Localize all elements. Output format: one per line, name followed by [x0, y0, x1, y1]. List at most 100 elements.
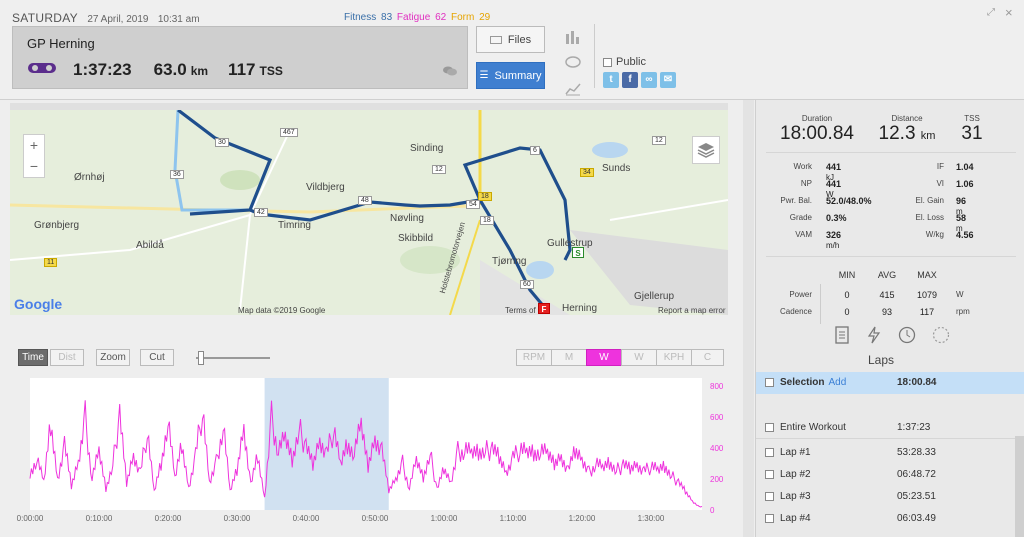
distance-axis-button[interactable]: Dist [50, 349, 84, 366]
zoom-out-button[interactable]: − [29, 158, 39, 174]
metric-label: VI [936, 179, 944, 188]
line-chart-icon[interactable] [562, 76, 584, 102]
workout-name[interactable]: GP Herning [27, 36, 95, 51]
lap-checkbox[interactable] [765, 448, 774, 457]
distance-unit: km [190, 64, 209, 78]
lap-selection-row[interactable]: Selection Add 18:00.84 [756, 372, 1024, 394]
power-chart[interactable]: 0:00:00 0:10:00 0:20:00 0:30:00 0:40:00 0:50:… [0, 372, 745, 537]
distance-unit: km [920, 130, 936, 142]
link-icon[interactable]: ∞ [641, 72, 657, 88]
form-label: Form [450, 12, 475, 23]
map-layers-button[interactable] [692, 136, 720, 164]
lap-checkbox[interactable] [765, 492, 774, 501]
distance-label: Distance [891, 114, 923, 123]
chart-selection[interactable] [264, 378, 389, 510]
map-label-gronbjerg: Grønbjerg [34, 220, 80, 231]
add-lap-link[interactable]: Add [828, 377, 847, 388]
summary-icon: ☰ [479, 70, 489, 81]
finish-marker[interactable]: F [538, 303, 550, 314]
road-marker: 42 [254, 208, 268, 217]
email-icon[interactable]: ✉ [660, 72, 676, 88]
minmax-min: 0 [844, 290, 850, 300]
summary-button[interactable]: ☰ Summary [476, 62, 545, 89]
map-label-ornhoj: Ørnhøj [74, 172, 105, 183]
right-scrollbar[interactable] [1015, 436, 1024, 537]
twitter-icon[interactable]: t [603, 72, 619, 88]
files-label: Files [507, 33, 532, 46]
minmax-label: Power [789, 290, 812, 299]
metric-kph-button[interactable]: KPH [656, 349, 692, 366]
facebook-icon[interactable]: f [622, 72, 638, 88]
metric-w-button[interactable]: W [586, 349, 622, 366]
duration-label: Duration [801, 114, 833, 123]
left-scrollbar[interactable] [743, 100, 754, 537]
map-zoom-control: + − [23, 134, 45, 178]
workout-title-box[interactable]: GP Herning 1:37:23 63.0 km 117 TSS [12, 26, 468, 89]
speech-bubble-icon[interactable] [562, 50, 584, 76]
metric-rpm-button[interactable]: RPM [516, 349, 552, 366]
map-attribution: Map data ©2019 Google [238, 306, 326, 315]
map-label-sunds: Sunds [602, 163, 631, 174]
time-axis-button[interactable]: Time [18, 349, 48, 366]
zoom-button[interactable]: Zoom [96, 349, 130, 366]
clock-icon[interactable] [898, 326, 916, 344]
public-label: Public [616, 56, 646, 68]
lap-row[interactable]: Lap #2 06:48.72 [756, 464, 1024, 486]
close-icon[interactable]: × [1005, 5, 1013, 20]
entire-workout-row[interactable]: Entire Workout 1:37:23 [756, 417, 1024, 439]
lightning-icon[interactable] [866, 326, 882, 344]
lap-row[interactable]: Lap #1 53:28.33 [756, 442, 1024, 464]
map-label-timring: Timring [278, 220, 311, 231]
lap-time: 05:23.51 [897, 491, 936, 502]
lap-checkbox[interactable] [765, 514, 774, 523]
tss-unit: TSS [259, 64, 283, 78]
road-marker: 60 [520, 280, 534, 289]
workout-duration: 1:37:23 [73, 60, 132, 79]
public-toggle[interactable]: Public [603, 56, 646, 68]
y-axis: 800 600 400 200 0 [710, 382, 724, 515]
chart-slider-handle[interactable] [198, 351, 204, 365]
metric-w-balance-button[interactable]: W [621, 349, 657, 366]
fitness-summary: Fitness 83 Fatigue 62 Form 29 [344, 12, 492, 23]
cut-button[interactable]: Cut [140, 349, 174, 366]
selection-checkbox[interactable] [765, 378, 774, 387]
lap-name: Lap #4 [780, 513, 811, 524]
report-map-error-link[interactable]: Report a map error [658, 306, 726, 315]
minmax-avg: 415 [879, 290, 895, 300]
fatigue-label: Fatigue [396, 12, 431, 23]
lap-checkbox[interactable] [765, 470, 774, 479]
bar-chart-icon[interactable] [562, 24, 584, 50]
map-label-gullestrup: Gullestrup [547, 238, 593, 249]
comments-icon[interactable] [443, 66, 457, 76]
zoom-in-button[interactable]: + [29, 137, 39, 153]
entire-workout-checkbox[interactable] [765, 423, 774, 432]
expand-icon[interactable]: ⤢ [987, 7, 995, 18]
tss-label: TSS [964, 114, 980, 123]
lap-name: Lap #1 [780, 447, 811, 458]
workout-header: SATURDAY 27 April, 2019 10:31 am Fitness… [0, 0, 1024, 100]
lap-row[interactable]: Lap #3 05:23.51 [756, 486, 1024, 508]
chart-slider-track[interactable] [196, 357, 270, 359]
minmax-max: 117 [919, 307, 935, 317]
metric-c-button[interactable]: C [691, 349, 724, 366]
x-tick-label: 0:50:00 [362, 514, 389, 523]
view-icons [562, 24, 584, 102]
y-tick-label: 0 [710, 506, 715, 515]
map-label-skibbild: Skibbild [398, 233, 434, 244]
x-tick-label: 0:40:00 [293, 514, 320, 523]
lap-row[interactable]: Lap #4 06:03.49 [756, 508, 1024, 530]
public-checkbox[interactable] [603, 57, 612, 67]
map-terms-link[interactable]: Terms of [505, 306, 536, 315]
laps-list-icon[interactable] [834, 326, 850, 344]
metric-value: 0.3% [826, 213, 847, 223]
metric-value: 4.56 [956, 230, 974, 240]
duration-value: 18:00.84 [780, 123, 854, 144]
route-map[interactable]: + − Ørnhøj Grønbjerg Abildå Vildbjerg Ti… [10, 110, 728, 315]
dashed-circle-icon[interactable] [932, 326, 950, 344]
files-button[interactable]: Files [476, 26, 545, 53]
minmax-label: Cadence [779, 307, 812, 316]
metric-value: 52.0/48.0% [826, 196, 872, 206]
metric-m-button[interactable]: M [551, 349, 587, 366]
minmax-unit: W [956, 290, 964, 299]
start-marker[interactable]: S [572, 247, 584, 258]
